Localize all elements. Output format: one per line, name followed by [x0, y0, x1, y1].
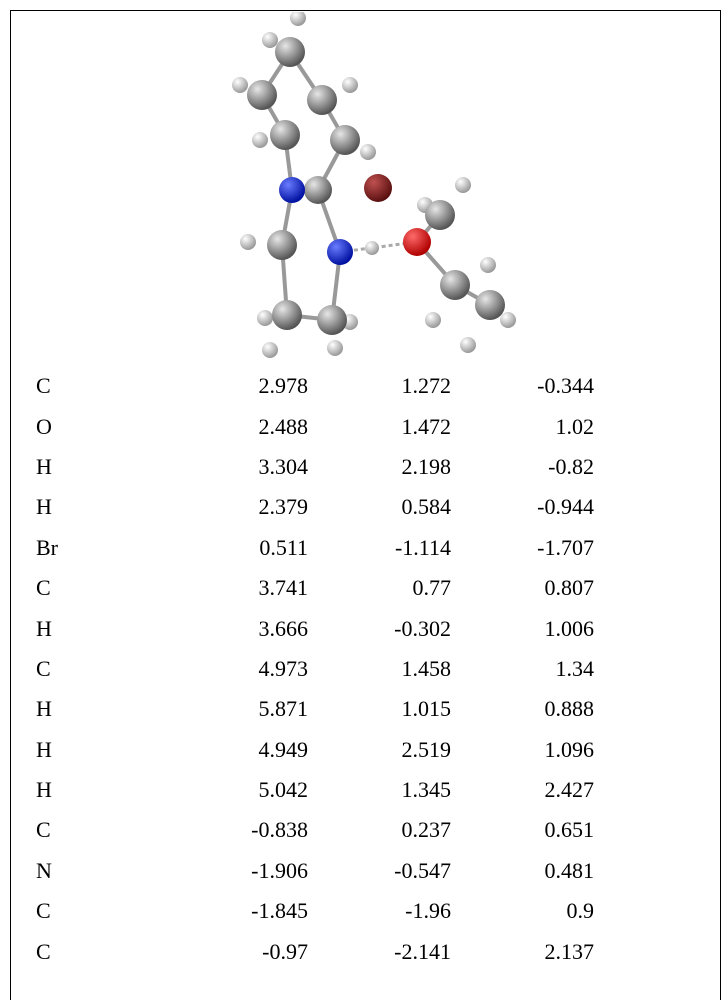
y-coordinate: 1.472 — [308, 406, 451, 446]
element: H — [26, 608, 166, 648]
z-coordinate: 0.9 — [451, 891, 594, 931]
z-coordinate: 1.006 — [451, 608, 594, 648]
x-coordinate: 2.978 — [166, 366, 308, 406]
x-coordinate: -1.906 — [166, 851, 308, 891]
z-coordinate: 1.02 — [451, 406, 594, 446]
element: C — [26, 366, 166, 406]
z-coordinate: -1.707 — [451, 528, 594, 568]
y-coordinate: -1.96 — [308, 891, 451, 931]
y-coordinate: -2.141 — [308, 931, 451, 971]
element: H — [26, 689, 166, 729]
y-coordinate: 1.272 — [308, 366, 451, 406]
element: H — [26, 770, 166, 810]
x-coordinate: 5.042 — [166, 770, 308, 810]
z-coordinate: -0.944 — [451, 487, 594, 527]
x-coordinate: 0.511 — [166, 528, 308, 568]
x-coordinate: 3.741 — [166, 568, 308, 608]
page: {"table":{"rows":[ ["C","2.978","1.272",… — [0, 0, 724, 988]
element: C — [26, 891, 166, 931]
y-coordinate: 2.519 — [308, 730, 451, 770]
x-coordinate: 3.304 — [166, 447, 308, 487]
z-coordinate: 0.481 — [451, 851, 594, 891]
y-coordinate: 1.458 — [308, 649, 451, 689]
y-coordinate: -0.547 — [308, 851, 451, 891]
y-coordinate: 1.345 — [308, 770, 451, 810]
z-coordinate: -0.344 — [451, 366, 594, 406]
element: H — [26, 487, 166, 527]
z-coordinate: 0.807 — [451, 568, 594, 608]
x-coordinate: 5.871 — [166, 689, 308, 729]
x-coordinate: -0.838 — [166, 810, 308, 850]
element: C — [26, 649, 166, 689]
x-coordinate: 2.488 — [166, 406, 308, 446]
x-coordinate: 3.666 — [166, 608, 308, 648]
z-coordinate: 0.888 — [451, 689, 594, 729]
y-coordinate: -0.302 — [308, 608, 451, 648]
y-coordinate: -1.114 — [308, 528, 451, 568]
z-coordinate: 0.651 — [451, 810, 594, 850]
z-coordinate: 1.096 — [451, 730, 594, 770]
element: Br — [26, 528, 166, 568]
element: C — [26, 568, 166, 608]
molecule-image — [200, 12, 530, 362]
z-coordinate: 2.427 — [451, 770, 594, 810]
z-coordinate: 2.137 — [451, 931, 594, 971]
y-coordinate: 1.015 — [308, 689, 451, 729]
element: C — [26, 931, 166, 971]
y-coordinate: 0.77 — [308, 568, 451, 608]
x-coordinate: 4.973 — [166, 649, 308, 689]
element: O — [26, 406, 166, 446]
x-coordinate: -1.845 — [166, 891, 308, 931]
element: H — [26, 730, 166, 770]
element: N — [26, 851, 166, 891]
x-coordinate: 2.379 — [166, 487, 308, 527]
element: H — [26, 447, 166, 487]
z-coordinate: 1.34 — [451, 649, 594, 689]
y-coordinate: 2.198 — [308, 447, 451, 487]
y-coordinate: 0.237 — [308, 810, 451, 850]
z-coordinate: -0.82 — [451, 447, 594, 487]
x-coordinate: -0.97 — [166, 931, 308, 971]
element: C — [26, 810, 166, 850]
y-coordinate: 0.584 — [308, 487, 451, 527]
x-coordinate: 4.949 — [166, 730, 308, 770]
